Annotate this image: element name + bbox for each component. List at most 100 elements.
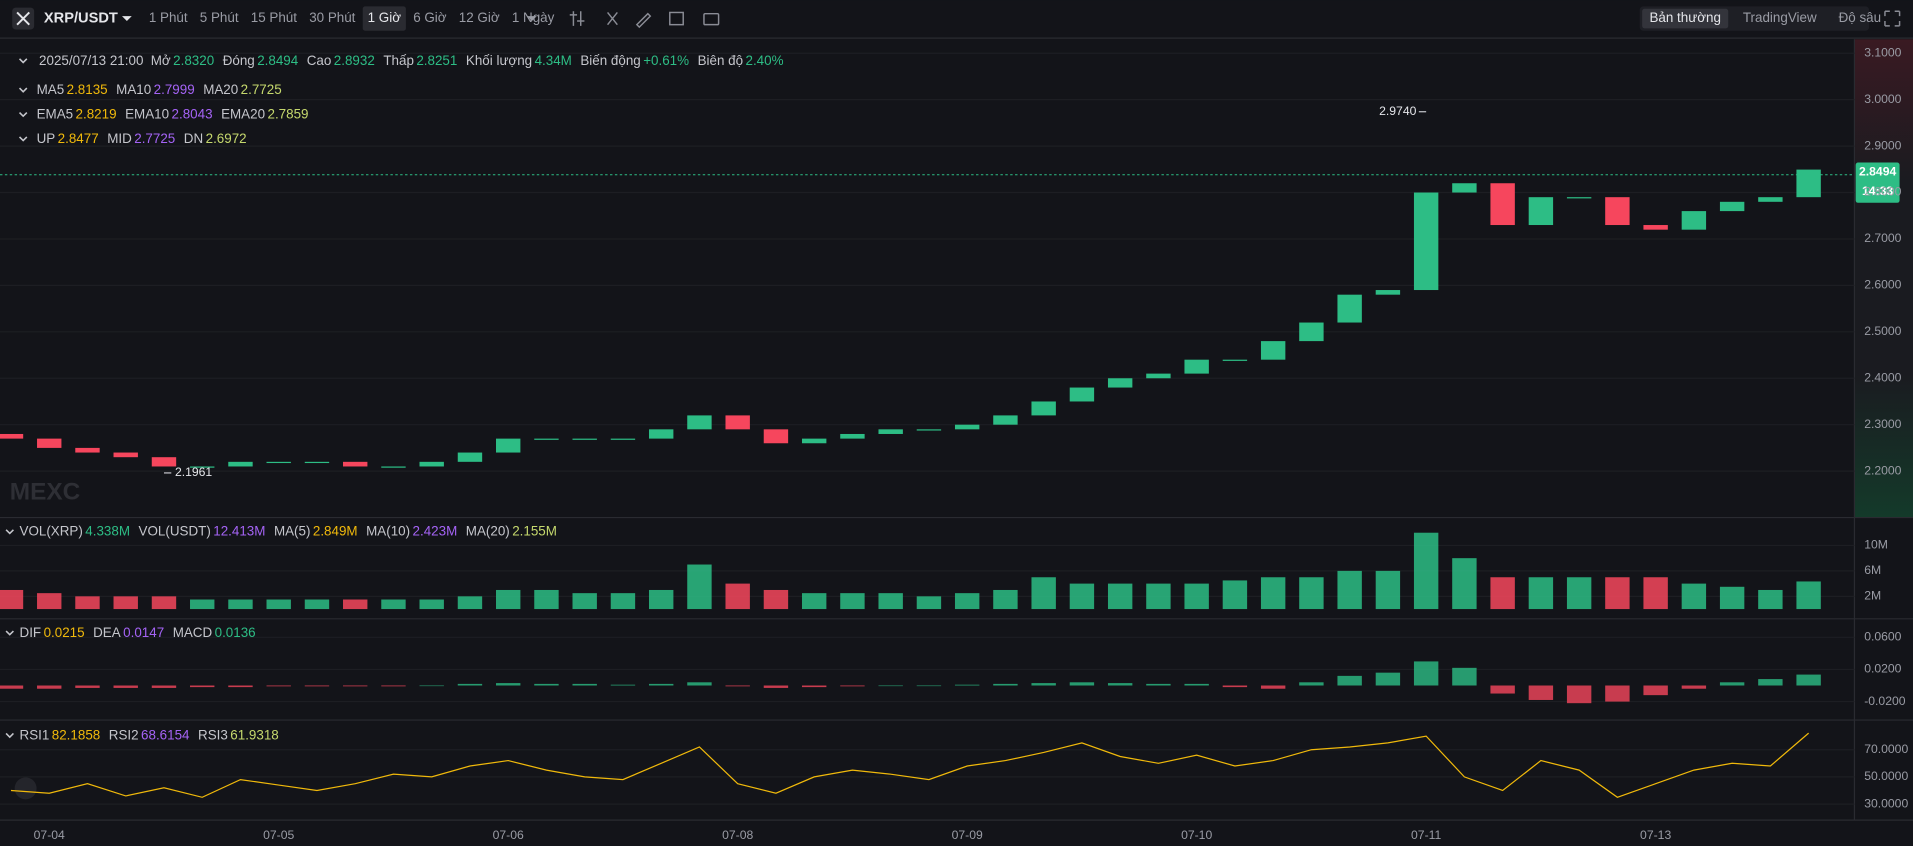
layout-icon[interactable] xyxy=(669,11,684,26)
logo-x xyxy=(16,11,30,26)
macd-bar xyxy=(1069,682,1095,686)
last-price: 2.8494 xyxy=(1859,165,1896,179)
macd-bar xyxy=(0,685,24,689)
candle-body xyxy=(1452,183,1477,193)
volume-bar xyxy=(687,564,712,610)
volume-bar xyxy=(534,589,559,610)
candle-body xyxy=(419,461,444,467)
volume-bar xyxy=(1375,570,1401,610)
x-tick-label: 07-13 xyxy=(1640,828,1671,842)
interval-option[interactable]: 1 Phút xyxy=(149,10,188,25)
candle-body xyxy=(1490,183,1515,226)
volume-bar xyxy=(1069,583,1095,610)
symbol[interactable]: XRP/USDT xyxy=(44,10,118,26)
indicator-icon[interactable] xyxy=(569,11,585,26)
candle-body xyxy=(1796,169,1821,198)
macd-bar xyxy=(801,685,827,688)
volume-bar xyxy=(725,583,750,610)
legend-label: Khối lượng xyxy=(466,53,532,68)
legend-label: Thấp xyxy=(383,53,414,68)
legend-value: 82.1858 xyxy=(52,727,100,742)
candle-body xyxy=(1031,401,1056,416)
interval-option[interactable]: 5 Phút xyxy=(200,10,239,25)
macd-bar xyxy=(572,683,597,686)
macd-bar xyxy=(993,683,1018,686)
y-tick-label: 2.3000 xyxy=(1864,417,1901,431)
fullscreen-icon[interactable] xyxy=(1884,10,1901,27)
legend-label: MA(10) xyxy=(366,524,410,539)
volume-bar xyxy=(648,589,674,610)
candle-body xyxy=(304,461,330,464)
candle-body xyxy=(381,466,406,468)
macd-bar xyxy=(648,683,674,686)
volume-bar xyxy=(1107,583,1133,610)
macd-bar xyxy=(304,685,330,687)
macd-bar xyxy=(266,685,291,687)
interval-option[interactable]: 1 Ngày xyxy=(512,10,555,25)
legend-value: 12.413M xyxy=(213,524,265,539)
candle-body xyxy=(954,424,980,430)
volume-bar xyxy=(1605,577,1630,610)
formula-icon[interactable] xyxy=(607,12,618,26)
candle-body xyxy=(1337,294,1362,323)
collapse-chevron[interactable] xyxy=(5,732,14,739)
volume-bar xyxy=(1528,577,1554,610)
candle-body xyxy=(0,433,24,439)
settings-button[interactable] xyxy=(14,777,37,800)
macd-bar xyxy=(381,685,406,687)
legend-label: RSI3 xyxy=(198,727,228,742)
legend-label: EMA5 xyxy=(37,106,74,121)
collapse-chevron[interactable] xyxy=(18,58,28,64)
draw-icon[interactable] xyxy=(635,12,652,29)
collapse-chevron[interactable] xyxy=(18,87,28,93)
high-label: 2.9740 xyxy=(1379,104,1416,118)
macd-bar xyxy=(1758,679,1783,686)
macd-bar xyxy=(496,683,521,686)
interval-option[interactable]: 1 Giờ xyxy=(368,10,402,25)
info-time: 2025/07/13 21:00 xyxy=(39,53,143,68)
interval-option[interactable]: 15 Phút xyxy=(251,10,297,25)
interval-option[interactable]: 30 Phút xyxy=(309,10,355,25)
legend-label: MA(20) xyxy=(466,524,510,539)
volume-bar xyxy=(1643,577,1668,610)
candle-body xyxy=(1528,197,1554,226)
collapse-chevron[interactable] xyxy=(5,630,14,636)
collapse-chevron[interactable] xyxy=(5,529,14,535)
legend-label: VOL(USDT) xyxy=(139,524,211,539)
collapse-chevron[interactable] xyxy=(18,136,28,142)
volume-bar xyxy=(1146,583,1171,610)
macd-bar xyxy=(1107,683,1133,686)
y-tick-label: 0.0200 xyxy=(1864,662,1901,676)
logo[interactable] xyxy=(12,7,35,30)
interval-caret[interactable] xyxy=(527,16,537,22)
interval-option[interactable]: 6 Giờ xyxy=(413,10,447,25)
volume-bar xyxy=(381,599,406,610)
candle-body xyxy=(572,438,597,440)
settings-circle xyxy=(14,777,37,800)
camera-icon[interactable] xyxy=(703,12,720,26)
volume-bar xyxy=(228,599,253,610)
macd-bar xyxy=(1566,685,1592,704)
candle-body xyxy=(916,429,942,431)
volume-bar xyxy=(1796,581,1821,610)
macd-bar xyxy=(343,685,368,687)
view-option[interactable]: Độ sâu xyxy=(1839,10,1881,25)
view-option[interactable]: Bản thường xyxy=(1649,10,1720,25)
candle-body xyxy=(190,466,215,468)
interval-option[interactable]: 12 Giờ xyxy=(459,10,500,25)
collapse-chevron[interactable] xyxy=(18,111,28,118)
view-option[interactable]: TradingView xyxy=(1743,10,1817,25)
legend-label: DIF xyxy=(20,625,42,640)
symbol-caret[interactable] xyxy=(122,16,132,22)
volume-bar xyxy=(75,596,100,610)
legend-value: 2.8477 xyxy=(58,131,99,146)
volume-bar xyxy=(190,599,215,610)
candle-body xyxy=(343,461,368,467)
legend-label: DN xyxy=(184,131,203,146)
volume-bar xyxy=(878,593,903,610)
watermark: MEXC xyxy=(10,479,80,506)
macd-bar xyxy=(1375,672,1401,686)
volume-bar xyxy=(419,599,444,610)
